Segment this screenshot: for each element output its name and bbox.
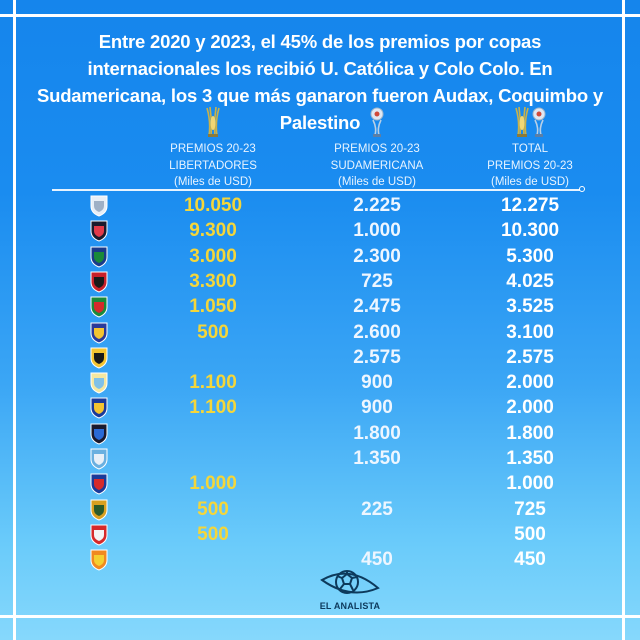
libertadores-value: 1.100	[189, 372, 237, 394]
column-header-libertadores: PREMIOS 20-23 LIBERTADORES (Miles de USD…	[138, 104, 288, 191]
total-value: 725	[514, 498, 546, 520]
libertadores-trophy-icon	[138, 104, 288, 138]
table-row: 1.100 900 2.000	[0, 370, 640, 395]
table-row: 500 500	[0, 522, 640, 547]
column-header-line3: (Miles de USD)	[174, 176, 252, 188]
table-row: 1.350 1.350	[0, 446, 640, 471]
cobreloa-crest-icon	[88, 548, 110, 571]
libertadores-value: 3.000	[189, 245, 237, 267]
nublense-crest-icon	[88, 523, 110, 546]
header-divider	[52, 189, 582, 191]
divider-end-dot	[579, 186, 585, 192]
table-row: 450 450	[0, 547, 640, 572]
frame-line-top	[0, 14, 640, 17]
libertadores-value: 9.300	[189, 220, 237, 242]
column-header-sudamericana: PREMIOS 20-23 SUDAMERICANA (Miles de USD…	[302, 104, 452, 191]
total-value: 3.525	[506, 296, 554, 318]
total-value: 2.575	[506, 346, 554, 368]
total-value: 450	[514, 549, 546, 571]
sudamericana-value: 1.350	[353, 448, 401, 469]
total-value: 12.275	[500, 195, 560, 216]
table-row: 1.000 1.000	[0, 471, 640, 496]
column-header-line3: (Miles de USD)	[491, 176, 569, 188]
curico-unido-crest-icon	[88, 270, 110, 293]
sudamericana-value: 2.600	[353, 321, 401, 343]
total-value: 2.000	[506, 372, 554, 394]
sudamericana-value: 2.225	[353, 195, 401, 216]
total-value: 10.300	[500, 220, 560, 242]
brand-logo: EL ANALISTA	[310, 568, 390, 611]
column-header-total: TOTAL PREMIOS 20-23 (Miles de USD)	[455, 104, 605, 191]
libertadores-value: 1.050	[189, 296, 237, 318]
column-header-line3: (Miles de USD)	[338, 176, 416, 188]
sudamericana-value: 2.575	[353, 346, 401, 368]
libertadores-value: 10.050	[183, 195, 243, 216]
table-row: 1.800 1.800	[0, 421, 640, 446]
frame-line-left	[13, 0, 16, 640]
total-value: 2.000	[506, 397, 554, 419]
audax-italiano-crest-icon	[88, 321, 110, 344]
el-analista-eye-ball-logo-icon	[320, 570, 380, 594]
union-espanola-crest-icon	[88, 245, 110, 268]
table-row: 3.000 2.300 5.300	[0, 244, 640, 269]
huachipato-crest-icon	[88, 422, 110, 445]
union-la-calera-crest-icon	[88, 498, 110, 521]
total-value: 5.300	[506, 245, 554, 267]
table-row: 1.100 900 2.000	[0, 395, 640, 420]
sudamericana-value: 1.800	[353, 422, 401, 444]
libertadores-value: 500	[197, 321, 229, 343]
column-header-line1: PREMIOS 20-23	[170, 143, 256, 155]
table-row: 10.050 2.225 12.275	[0, 193, 640, 218]
sudamericana-value: 2.475	[353, 296, 401, 318]
total-value: 1.800	[506, 422, 554, 444]
libertadores-value: 3.300	[189, 270, 237, 292]
brand-name: EL ANALISTA	[319, 601, 381, 611]
libertadores-value: 1.000	[189, 473, 237, 495]
libertadores-value: 500	[197, 498, 229, 520]
frame-line-right	[622, 0, 625, 640]
sudamericana-trophy-icon	[302, 104, 452, 138]
table-row: 1.050 2.475 3.525	[0, 294, 640, 319]
frame-line-bottom	[0, 615, 640, 618]
magallanes-crest-icon	[88, 371, 110, 394]
column-header-line2: LIBERTADORES	[169, 159, 257, 172]
total-value: 4.025	[506, 270, 554, 292]
coquimbo-unido-crest-icon	[88, 346, 110, 369]
sudamericana-value: 2.300	[353, 245, 401, 267]
table-row: 500 225 725	[0, 497, 640, 522]
column-header-line1: PREMIOS 20-23	[334, 143, 420, 155]
libertadores-value: 1.100	[189, 397, 237, 419]
table-row: 2.575 2.575	[0, 345, 640, 370]
column-header-line2: PREMIOS 20-23	[487, 159, 573, 172]
u-de-chile-crest-icon	[88, 472, 110, 495]
total-value: 1.000	[506, 473, 554, 495]
everton-crest-icon	[88, 396, 110, 419]
sudamericana-value: 1.000	[353, 220, 401, 242]
total-value: 500	[514, 523, 546, 545]
libertadores-value: 500	[197, 523, 229, 545]
antofagasta-crest-icon	[88, 447, 110, 470]
sudamericana-value: 725	[361, 270, 393, 292]
both-trophies-icon	[455, 104, 605, 138]
palestino-crest-icon	[88, 295, 110, 318]
column-header-line2: SUDAMERICANA	[330, 159, 424, 172]
u-catolica-crest-icon	[88, 194, 110, 217]
table-row: 500 2.600 3.100	[0, 320, 640, 345]
sudamericana-value: 900	[361, 372, 393, 394]
total-value: 3.100	[506, 321, 554, 343]
sudamericana-value: 225	[361, 498, 393, 520]
sudamericana-value: 900	[361, 397, 393, 419]
table-row: 9.300 1.000 10.300	[0, 218, 640, 243]
column-header-line1: TOTAL	[512, 143, 548, 155]
sudamericana-value: 450	[361, 549, 393, 571]
chart-title: Entre 2020 y 2023, el 45% de los premios…	[36, 31, 604, 133]
table-row: 3.300 725 4.025	[0, 269, 640, 294]
total-value: 1.350	[506, 448, 554, 469]
colo-colo-crest-icon	[88, 219, 110, 242]
